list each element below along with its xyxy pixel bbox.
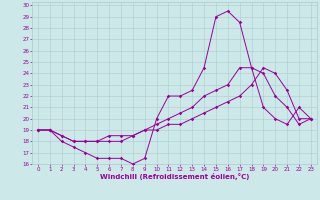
X-axis label: Windchill (Refroidissement éolien,°C): Windchill (Refroidissement éolien,°C)	[100, 173, 249, 180]
